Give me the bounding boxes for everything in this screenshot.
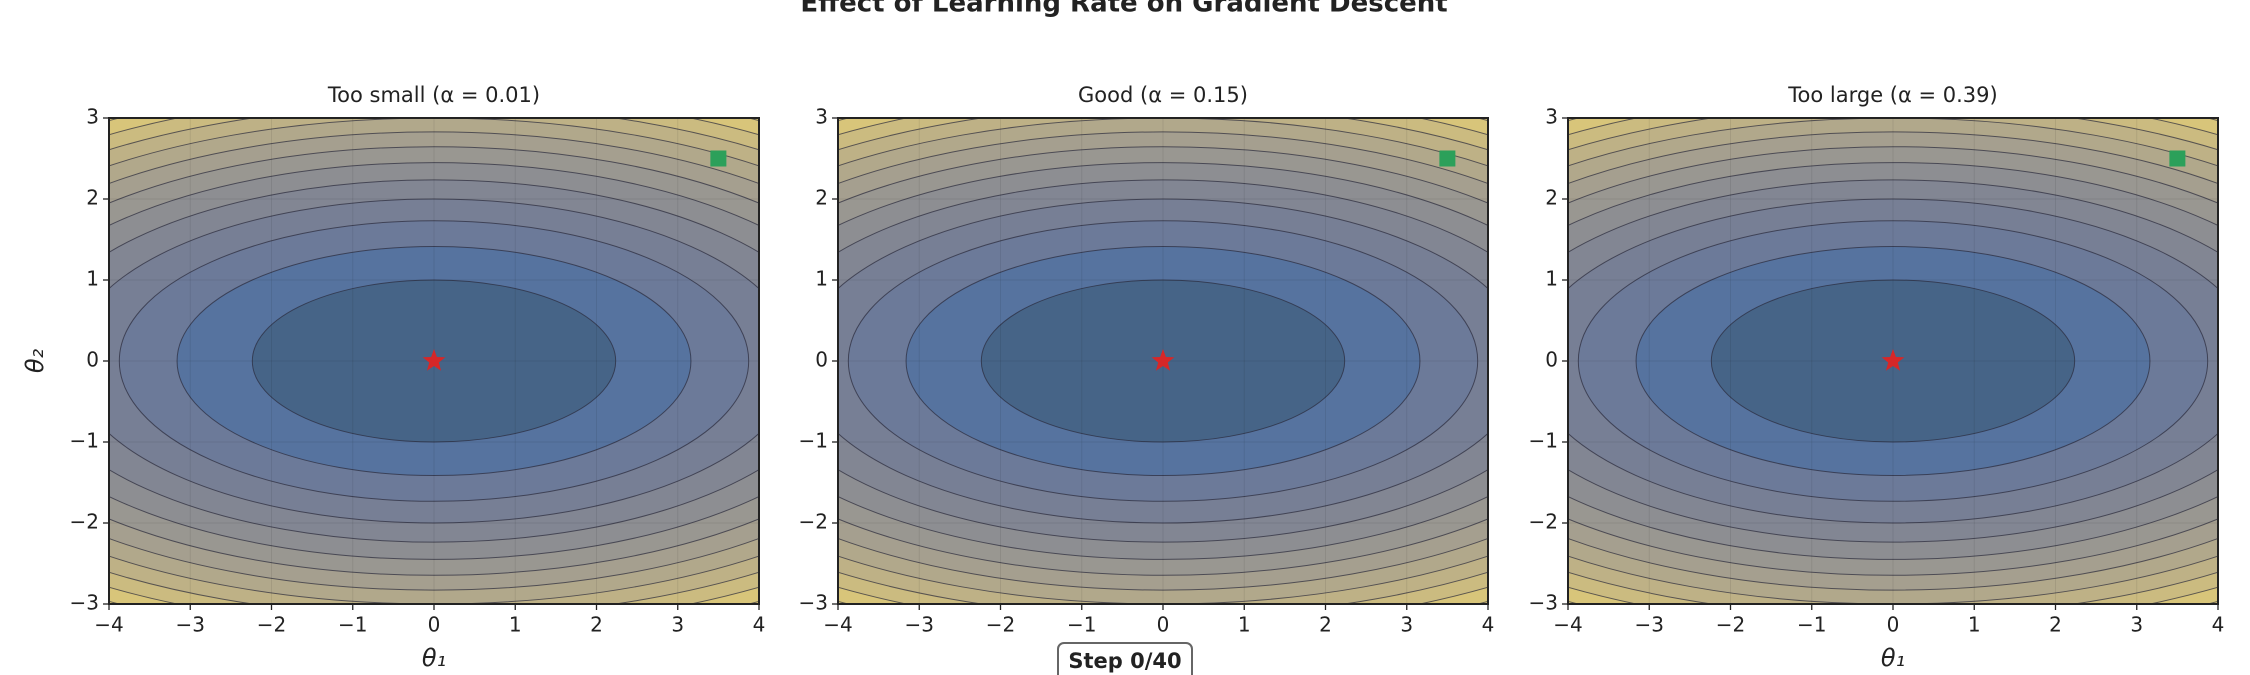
y-axis-label: θ₂ — [21, 348, 49, 373]
start-point — [710, 150, 727, 167]
x-tick-label: 0 — [428, 613, 441, 637]
y-tick-label: 1 — [1545, 267, 1558, 291]
x-tick-label: 4 — [1482, 613, 1495, 637]
x-axis-label: θ₁ — [1881, 644, 1905, 672]
y-tick-label: −2 — [799, 510, 828, 534]
x-tick-label: −4 — [1553, 613, 1582, 637]
figure-title: Effect of Learning Rate on Gradient Desc… — [800, 0, 1447, 19]
x-tick-label: 0 — [1887, 613, 1900, 637]
x-tick-label: 1 — [1238, 613, 1251, 637]
x-tick-label: 0 — [1157, 613, 1170, 637]
y-tick-label: 0 — [1545, 348, 1558, 372]
subplot-title: Good (α = 0.15) — [1078, 83, 1248, 107]
y-tick-label: 2 — [86, 186, 99, 210]
y-tick-label: −1 — [799, 429, 828, 453]
x-tick-label: −3 — [176, 613, 205, 637]
x-tick-label: −4 — [823, 613, 852, 637]
x-axis-label: θ₁ — [422, 644, 446, 672]
x-tick-label: −3 — [1635, 613, 1664, 637]
x-tick-label: 4 — [2212, 613, 2225, 637]
y-tick-label: −2 — [70, 510, 99, 534]
x-tick-label: −2 — [257, 613, 286, 637]
y-tick-label: 2 — [1545, 186, 1558, 210]
y-tick-label: 1 — [86, 267, 99, 291]
x-tick-label: 1 — [509, 613, 522, 637]
y-tick-label: −3 — [1529, 591, 1558, 615]
x-tick-label: −3 — [905, 613, 934, 637]
x-tick-label: 2 — [2049, 613, 2062, 637]
axes-frame — [837, 117, 1489, 605]
minimum-star — [1881, 349, 1905, 371]
x-tick-label: 1 — [1968, 613, 1981, 637]
y-tick-label: −1 — [70, 429, 99, 453]
x-tick-label: 3 — [671, 613, 684, 637]
x-tick-label: −1 — [338, 613, 367, 637]
y-tick-label: 0 — [86, 348, 99, 372]
y-tick-label: 3 — [1545, 105, 1558, 129]
x-tick-label: −1 — [1797, 613, 1826, 637]
y-tick-label: −2 — [1529, 510, 1558, 534]
axes-frame — [1567, 117, 2219, 605]
y-tick-label: 1 — [815, 267, 828, 291]
y-tick-label: 3 — [815, 105, 828, 129]
y-tick-label: −3 — [799, 591, 828, 615]
subplot-title: Too small (α = 0.01) — [327, 83, 540, 107]
x-tick-label: 4 — [753, 613, 766, 637]
subplot-title: Too large (α = 0.39) — [1787, 83, 1997, 107]
y-tick-label: 3 — [86, 105, 99, 129]
axes-frame — [108, 117, 760, 605]
x-tick-label: −2 — [986, 613, 1015, 637]
y-tick-label: −3 — [70, 591, 99, 615]
x-tick-label: −2 — [1716, 613, 1745, 637]
x-tick-label: 2 — [1319, 613, 1332, 637]
x-tick-label: 3 — [2130, 613, 2143, 637]
minimum-star — [422, 349, 446, 371]
x-tick-label: 3 — [1400, 613, 1413, 637]
x-tick-label: 2 — [590, 613, 603, 637]
step-box — [1057, 642, 1193, 675]
y-tick-label: 2 — [815, 186, 828, 210]
x-tick-label: −4 — [94, 613, 123, 637]
y-tick-label: −1 — [1529, 429, 1558, 453]
minimum-star — [1151, 349, 1175, 371]
start-point — [1439, 150, 1456, 167]
start-point — [2169, 150, 2186, 167]
step-label: Step 0/40 — [1068, 649, 1181, 673]
x-tick-label: −1 — [1067, 613, 1096, 637]
y-tick-label: 0 — [815, 348, 828, 372]
